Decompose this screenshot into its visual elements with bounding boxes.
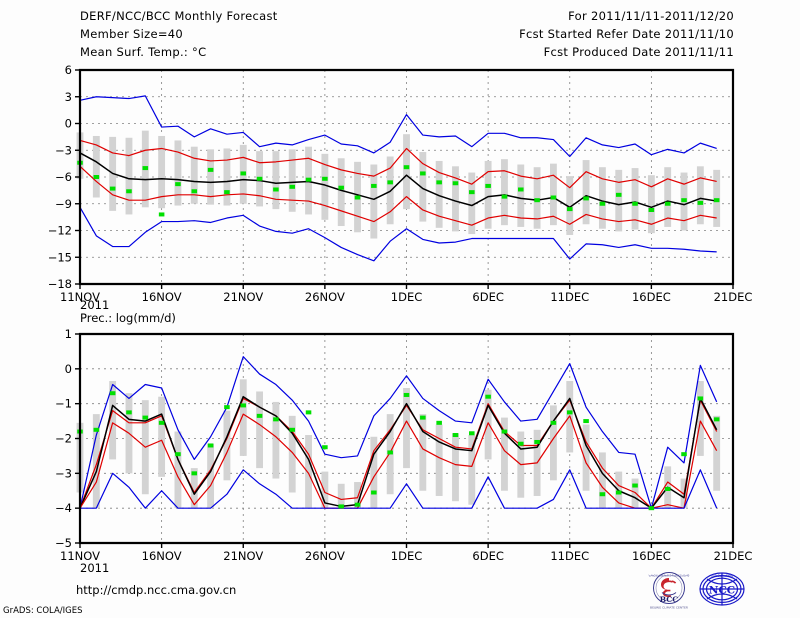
- cmdp-url-link[interactable]: http://cmdp.ncc.cma.gov.cn: [76, 583, 237, 597]
- svg-text:−18: −18: [48, 277, 72, 291]
- svg-text:BCC: BCC: [660, 595, 678, 604]
- logo-group: \u4e2d\u56fd\u6c14\u8c61\u5c40 BCC BEIJI…: [645, 570, 755, 612]
- svg-text:16NOV: 16NOV: [142, 290, 182, 304]
- svg-text:21NOV: 21NOV: [223, 290, 263, 304]
- svg-text:NCC: NCC: [709, 585, 735, 597]
- gridlines: [80, 70, 733, 284]
- grads-attribution: GrADS: COLA/IGES: [3, 606, 83, 616]
- svg-text:1DEC: 1DEC: [391, 290, 422, 304]
- svg-text:−3: −3: [55, 466, 72, 480]
- svg-text:BEIJING CLIMATE CENTER: BEIJING CLIMATE CENTER: [650, 606, 688, 610]
- svg-text:3: 3: [65, 90, 72, 104]
- svg-text:\u4e2d \u56fd: \u4e2d \u56fd: [711, 574, 733, 578]
- svg-text:21NOV: 21NOV: [223, 549, 263, 563]
- svg-text:11DEC: 11DEC: [550, 290, 589, 304]
- forecast-period-label: For 2011/11/11-2011/12/20: [568, 9, 734, 23]
- series-ensemble_mean: [79, 395, 718, 509]
- series-lower_quartile: [79, 413, 718, 509]
- temperature-chart-panel: 6 3 0 −3 −6 −9 −12 −15 −18 11NOV 16NOV 21NOV 26NOV 1D…: [0, 62, 760, 312]
- ncc-logo: NCC \u4e2d \u56fd: [697, 570, 747, 612]
- svg-text:−5: −5: [55, 536, 72, 550]
- svg-text:−6: −6: [55, 170, 72, 184]
- svg-text:6: 6: [65, 63, 72, 77]
- svg-text:16DEC: 16DEC: [632, 549, 671, 563]
- svg-text:21DEC: 21DEC: [714, 549, 753, 563]
- series-min: [80, 469, 718, 509]
- series-upper_quartile: [79, 139, 717, 189]
- svg-text:−1: −1: [55, 397, 72, 411]
- svg-text:1DEC: 1DEC: [391, 549, 422, 563]
- precipitation-xaxis-year-label: 2011: [80, 561, 110, 575]
- series-ensemble_mean: [79, 152, 717, 209]
- series-lower_quartile: [79, 165, 717, 226]
- svg-text:\u4e2d\u56fd\u6c14\u8c61\u5c40: \u4e2d\u56fd\u6c14\u8c61\u5c40: [649, 575, 690, 578]
- svg-text:−2: −2: [55, 432, 72, 446]
- svg-text:16DEC: 16DEC: [632, 290, 671, 304]
- svg-text:−3: −3: [55, 143, 72, 157]
- svg-text:21DEC: 21DEC: [714, 290, 753, 304]
- svg-text:26NOV: 26NOV: [305, 549, 345, 563]
- svg-text:6DEC: 6DEC: [472, 290, 503, 304]
- svg-text:26NOV: 26NOV: [305, 290, 345, 304]
- svg-text:6DEC: 6DEC: [472, 549, 503, 563]
- series-min: [79, 207, 717, 262]
- forecast-started-date-label: Fcst Started Refer Date 2011/11/10: [519, 27, 734, 41]
- temperature-xaxis-year-label: 2011: [80, 298, 110, 312]
- svg-text:1: 1: [65, 327, 72, 341]
- svg-text:11DEC: 11DEC: [550, 549, 589, 563]
- svg-text:11NOV: 11NOV: [60, 549, 100, 563]
- series-observation: [77, 160, 720, 217]
- series-max: [79, 356, 718, 509]
- precipitation-chart-panel: 1 0 −1 −2 −3 −4 −5 11NOV 16NOV 21NOV 26NOV 1DEC 6DEC…: [0, 326, 760, 574]
- svg-text:11NOV: 11NOV: [60, 290, 100, 304]
- svg-text:−15: −15: [48, 250, 72, 264]
- member-size-label: Member Size=40: [80, 27, 184, 41]
- series-max: [79, 95, 717, 158]
- temperature-variable-label: Mean Surf. Temp.: °C: [80, 45, 207, 59]
- precipitation-variable-label: Prec.: log(mm/d): [80, 311, 176, 325]
- svg-text:0: 0: [65, 362, 72, 376]
- svg-text:−9: −9: [55, 197, 72, 211]
- forecast-produced-date-label: Fcst Produced Date 2011/11/11: [543, 45, 734, 59]
- svg-text:16NOV: 16NOV: [142, 549, 182, 563]
- svg-text:0: 0: [65, 117, 72, 131]
- svg-text:−4: −4: [55, 501, 72, 515]
- bcc-logo: \u4e2d\u56fd\u6c14\u8c61\u5c40 BCC BEIJI…: [645, 570, 693, 612]
- series-observation: [77, 391, 720, 511]
- page-title: DERF/NCC/BCC Monthly Forecast: [80, 9, 278, 23]
- svg-text:−12: −12: [48, 224, 72, 238]
